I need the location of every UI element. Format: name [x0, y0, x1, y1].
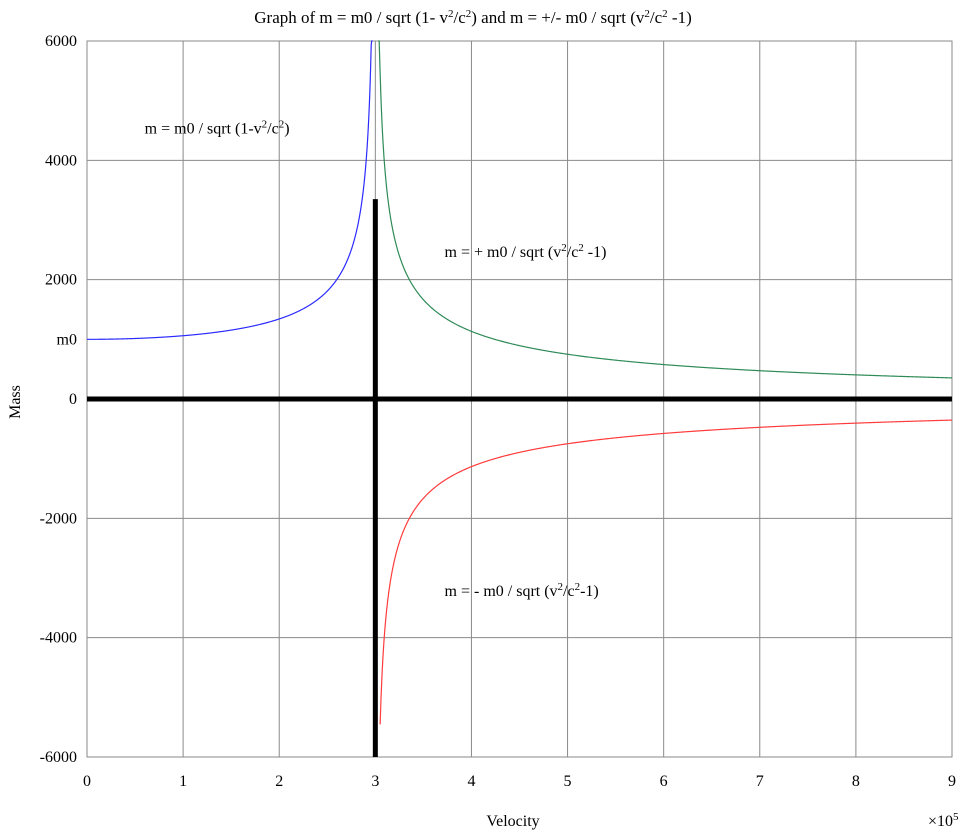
series-layer [87, 40, 953, 725]
x-tick-label: 0 [83, 773, 91, 790]
series-2-line [378, 40, 953, 379]
x-tick-label: 3 [371, 773, 379, 790]
text-run: /c [650, 8, 663, 27]
series-3-label: m = - m0 / sqrt (v2/c2-1) [445, 581, 599, 600]
x-axis-label: Velocity [486, 813, 539, 830]
superscript: 2 [558, 581, 564, 593]
y-tick-label: m0 [57, 331, 77, 348]
superscript: 2 [561, 242, 567, 254]
chart-title: Graph of m = m0 / sqrt (1- v2/c2) and m … [254, 8, 691, 27]
text-run: m = m0 / sqrt (1-v [145, 120, 262, 137]
y-axis-label: Mass [7, 385, 24, 419]
superscript: 2 [578, 242, 584, 254]
y-tick-label: 2000 [45, 272, 77, 289]
curve-annotations: m = m0 / sqrt (1-v2/c2)m = + m0 / sqrt (… [145, 118, 607, 599]
x-tick-labels: 0 1 2 3 4 5 6 7 8 9 [83, 773, 956, 790]
multiplier-base: ×10 [928, 813, 953, 830]
series-2-label: m = + m0 / sqrt (v2/c2 -1) [445, 242, 607, 261]
text-run: Graph of m = m0 / sqrt (1- v [254, 8, 448, 27]
series-3-line [379, 419, 953, 725]
x-tick-label: 7 [756, 773, 764, 790]
superscript: 2 [662, 8, 668, 20]
multiplier-exponent: 5 [953, 811, 959, 823]
series-1-line [87, 40, 373, 340]
text-run: /c [453, 8, 466, 27]
superscript: 2 [644, 8, 650, 20]
text-run: /c [563, 583, 575, 600]
y-tick-labels: 6000 4000 2000 m0 0 -2000 -4000 -6000 [40, 33, 77, 766]
text-run: ) [284, 120, 289, 137]
x-tick-label: 6 [660, 773, 668, 790]
x-tick-label: 4 [467, 773, 475, 790]
y-tick-label: 0 [69, 391, 77, 408]
text-run: -1) [668, 8, 692, 27]
text-run: ) and m = +/- m0 / sqrt (v [471, 8, 645, 27]
text-run: -1) [584, 244, 607, 261]
superscript: 2 [279, 118, 285, 130]
text-run: /c [567, 244, 579, 261]
x-tick-label: 8 [852, 773, 860, 790]
superscript: 2 [466, 8, 472, 20]
emphasis-lines [87, 199, 952, 757]
superscript: 2 [262, 118, 268, 130]
y-tick-label: 6000 [45, 33, 77, 50]
x-tick-label: 9 [948, 773, 956, 790]
x-tick-label: 2 [275, 773, 283, 790]
text-run: m = - m0 / sqrt (v [445, 583, 558, 600]
superscript: 2 [448, 8, 454, 20]
y-tick-label: -2000 [40, 510, 77, 527]
superscript: 2 [575, 581, 581, 593]
text-run: /c [267, 120, 279, 137]
y-tick-label: -4000 [40, 630, 77, 647]
y-tick-label: 4000 [45, 152, 77, 169]
x-axis-multiplier: ×105 [928, 811, 959, 830]
y-tick-label: -6000 [40, 749, 77, 766]
x-tick-label: 5 [564, 773, 572, 790]
text-run: -1) [580, 583, 599, 600]
series-1-label: m = m0 / sqrt (1-v2/c2) [145, 118, 290, 137]
text-run: m = + m0 / sqrt (v [445, 244, 562, 261]
x-tick-label: 1 [179, 773, 187, 790]
